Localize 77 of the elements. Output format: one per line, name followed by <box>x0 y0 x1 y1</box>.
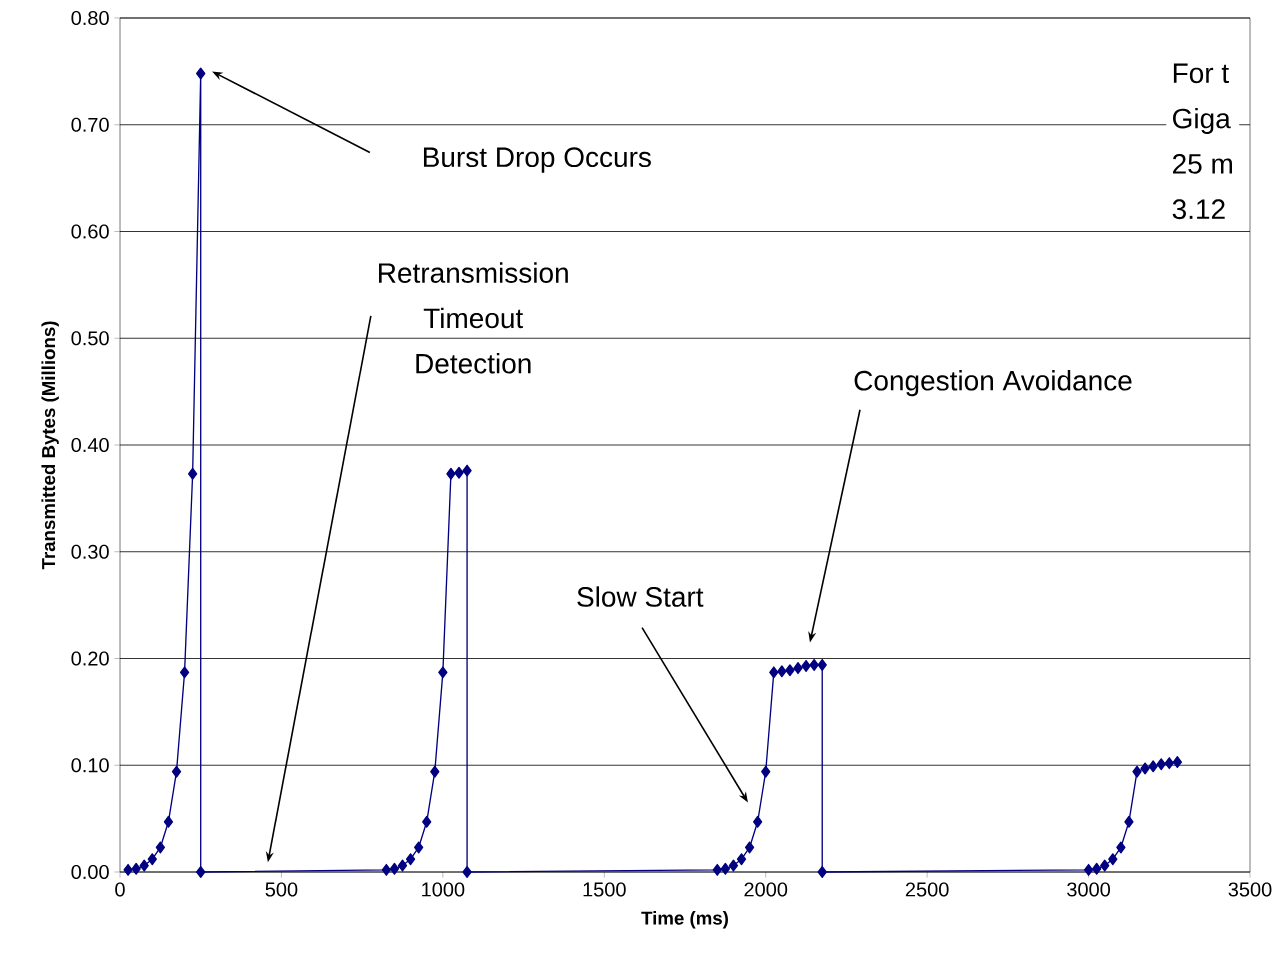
point <box>769 666 779 679</box>
annotation: Burst Drop Occurs <box>423 147 651 173</box>
point <box>720 862 731 875</box>
annotation: For t <box>1173 63 1229 84</box>
y-tick-label: 0.80 <box>71 10 109 26</box>
point <box>777 665 787 678</box>
point <box>422 815 432 828</box>
annotation: Slow Start <box>577 586 704 607</box>
point <box>1116 841 1126 854</box>
point <box>1156 758 1166 771</box>
point <box>1100 859 1110 872</box>
x-tick-label: 1000 <box>422 882 465 897</box>
point <box>196 67 206 80</box>
point <box>139 859 149 872</box>
y-tick-label: 0.30 <box>71 544 109 559</box>
point <box>454 466 464 479</box>
point <box>744 841 755 854</box>
point <box>196 865 206 878</box>
point <box>785 664 795 677</box>
y-tick-label: 0.20 <box>71 651 109 666</box>
point <box>1132 765 1142 778</box>
point <box>187 467 198 480</box>
point <box>1124 815 1134 828</box>
point <box>155 841 166 854</box>
point <box>809 658 819 671</box>
x-tick-label: 3500 <box>1228 882 1272 897</box>
x-tick-label: 3000 <box>1067 882 1111 897</box>
point <box>761 765 771 778</box>
point <box>397 859 408 872</box>
annotation: Giga <box>1173 107 1231 134</box>
point <box>728 859 739 872</box>
point <box>462 464 472 477</box>
point <box>1164 757 1174 770</box>
point <box>131 862 141 875</box>
point <box>712 863 722 876</box>
annotation: 25 m <box>1173 153 1232 174</box>
y-tick-label: 0.00 <box>71 864 109 880</box>
x-tick-label: 2500 <box>905 882 949 897</box>
point <box>1172 756 1183 769</box>
point <box>1140 762 1150 775</box>
point <box>801 659 811 672</box>
point <box>1148 760 1158 773</box>
x-tick-label: 500 <box>265 882 298 897</box>
point <box>1091 862 1102 875</box>
point <box>179 666 190 679</box>
annotation: Retransmission Timeout Detection <box>379 262 568 374</box>
point <box>1083 863 1094 876</box>
point <box>817 865 827 878</box>
y-tick-label: 0.10 <box>71 758 109 773</box>
point <box>123 863 133 876</box>
y-tick-label: 0.70 <box>71 117 109 132</box>
point <box>1108 853 1118 866</box>
point <box>817 658 827 671</box>
y-axis-title: Transmitted Bytes (Millions) <box>41 321 59 570</box>
point <box>381 863 392 876</box>
point <box>147 853 157 866</box>
point <box>405 853 416 866</box>
point <box>413 841 424 854</box>
x-tick-label: 1500 <box>583 882 626 897</box>
point <box>462 865 472 878</box>
point <box>752 815 763 828</box>
x-tick-label: 2000 <box>744 882 788 897</box>
point <box>438 666 448 679</box>
point <box>389 862 400 875</box>
point <box>430 765 440 778</box>
point <box>163 815 174 828</box>
point <box>446 467 456 480</box>
point <box>793 662 803 675</box>
y-tick-label: 0.60 <box>71 224 109 239</box>
annotation: Congestion Avoidance <box>854 370 1132 397</box>
x-axis-title: Time (ms) <box>641 911 728 929</box>
y-tick-label: 0.40 <box>71 437 109 453</box>
point <box>171 765 182 778</box>
point <box>736 853 747 866</box>
x-tick-label: 0 <box>115 882 125 897</box>
annotation: 3.12 <box>1172 199 1225 220</box>
y-tick-label: 0.50 <box>71 331 109 346</box>
